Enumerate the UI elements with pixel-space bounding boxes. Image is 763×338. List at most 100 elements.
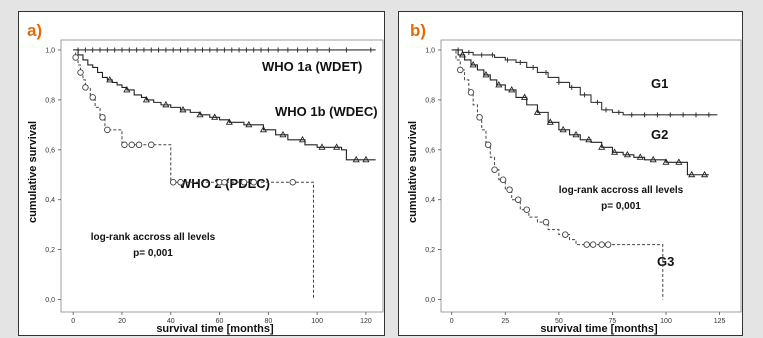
censor-mark-b-2-1 (467, 89, 475, 96)
censor-mark-a-0-13 (170, 47, 176, 53)
censor-mark-b-0-9 (569, 84, 575, 90)
censor-mark-b-2-9 (542, 218, 550, 226)
y-tick-label-b-4: 0,8 (425, 97, 435, 104)
censor-mark-b-0-13 (616, 109, 622, 115)
y-tick-label-a-2: 0,4 (45, 197, 55, 204)
censor-mark-a-0-3 (97, 47, 103, 53)
censor-mark-a-0-18 (207, 47, 213, 53)
censor-mark-b-2-6 (506, 186, 513, 193)
censor-mark-a-0-4 (104, 47, 110, 53)
censor-mark-a-0-22 (236, 47, 242, 53)
censor-mark-a-0-12 (163, 47, 169, 53)
censor-mark-a-2-0 (72, 54, 79, 61)
x-tick-label-b-2: 50 (555, 318, 563, 325)
censor-mark-b-0-16 (654, 112, 660, 118)
censor-mark-a-1-3 (162, 100, 170, 108)
censor-mark-b-1-3 (495, 80, 503, 88)
censor-mark-a-1-14 (352, 155, 360, 163)
censor-mark-b-1-17 (675, 158, 683, 165)
censor-mark-a-1-13 (333, 143, 341, 150)
censor-mark-b-1-2 (482, 71, 490, 78)
series-label-who1b: WHO 1b (WDEC) (275, 104, 378, 119)
censor-mark-b-0-5 (517, 59, 523, 65)
censor-mark-a-2-4 (99, 114, 106, 121)
censor-mark-b-0-4 (504, 57, 510, 63)
censor-mark-a-0-17 (199, 47, 205, 53)
censor-mark-b-1-11 (598, 143, 606, 150)
censor-mark-b-1-5 (521, 93, 529, 100)
censor-mark-a-0-8 (134, 47, 140, 53)
censor-mark-a-1-15 (362, 155, 370, 163)
censor-mark-a-1-7 (225, 118, 233, 125)
y-tick-label-a-3: 0,6 (45, 147, 55, 154)
censor-mark-b-1-10 (585, 135, 593, 143)
panel-label-b: b) (410, 21, 426, 40)
y-tick-label-b-3: 0,6 (425, 147, 435, 154)
censor-mark-b-2-14 (604, 241, 612, 248)
logrank-label-a: log-rank accross all levels (91, 232, 216, 243)
censor-mark-a-1-12 (318, 143, 326, 150)
series-label-who1a: WHO 1a (WDET) (262, 59, 362, 74)
x-tick-label-a-5: 100 (311, 318, 323, 325)
series-label-g1: G1 (651, 76, 668, 91)
censor-mark-b-2-11 (583, 241, 590, 248)
censor-mark-b-1-16 (662, 158, 670, 165)
series-line-b-1 (451, 49, 709, 176)
censor-mark-a-2-5 (104, 126, 111, 134)
censor-mark-a-0-24 (251, 47, 257, 53)
survival-plot-b: b) cumulative survival survival time [mo… (407, 21, 742, 335)
censor-mark-b-2-7 (514, 196, 522, 203)
censor-mark-a-2-6 (121, 141, 128, 149)
censor-mark-b-1-19 (701, 170, 709, 178)
censor-mark-a-0-6 (119, 47, 125, 53)
censor-mark-a-1-11 (298, 135, 307, 143)
x-tick-label-b-3: 75 (609, 318, 617, 325)
y-tick-label-b-1: 0,2 (425, 247, 435, 254)
censor-mark-a-0-28 (285, 47, 291, 53)
censor-mark-b-0-1 (466, 49, 472, 55)
censor-mark-a-0-14 (178, 47, 184, 53)
y-axis-title-b: cumulative survival (407, 121, 419, 223)
censor-mark-b-0-11 (594, 99, 600, 105)
censor-mark-b-0-2 (479, 52, 485, 58)
plot-frame-a (60, 39, 384, 313)
censor-mark-a-2-9 (148, 141, 155, 149)
y-axis-title-a: cumulative survival (27, 121, 39, 223)
censor-mark-b-0-18 (680, 112, 686, 118)
censor-mark-a-0-31 (314, 47, 320, 53)
plot-area-b: 0,0 0,2 0,4 0,6 0,8 1,0 0 25 50 75 100 125 (425, 39, 742, 325)
censor-mark-a-0-32 (326, 47, 332, 53)
censor-mark-a-0-10 (148, 47, 154, 53)
y-tick-label-a-0: 0,0 (45, 297, 55, 304)
series-label-g2: G2 (651, 127, 668, 142)
panel-label-a: a) (27, 21, 42, 40)
censor-mark-b-1-1 (469, 61, 477, 68)
censor-mark-a-1-9 (259, 125, 268, 133)
censor-mark-a-2-8 (135, 141, 143, 149)
censor-mark-a-1-5 (196, 110, 204, 118)
censor-mark-a-0-26 (265, 47, 271, 53)
censor-mark-a-1-8 (245, 120, 253, 128)
censor-mark-a-1-2 (142, 95, 150, 103)
censor-mark-a-0-7 (126, 47, 132, 53)
censor-mark-a-0-33 (343, 47, 349, 53)
censor-mark-a-0-21 (229, 47, 235, 53)
censor-mark-b-1-6 (533, 108, 541, 115)
x-tick-label-b-0: 0 (450, 318, 454, 325)
plot-frame-b (440, 39, 742, 313)
x-tick-label-b-1: 25 (501, 318, 509, 325)
y-tick-label-b-5: 1,0 (425, 47, 435, 54)
censor-mark-a-2-10 (169, 178, 177, 186)
censor-mark-a-2-2 (82, 84, 89, 91)
censor-mark-b-2-10 (562, 231, 569, 238)
censor-mark-b-1-0 (458, 51, 466, 58)
censor-mark-a-0-16 (192, 47, 198, 53)
censor-mark-a-0-27 (275, 47, 281, 53)
censor-mark-b-1-18 (688, 170, 696, 178)
censor-mark-a-1-6 (211, 113, 219, 120)
y-tick-label-a-1: 0,2 (45, 247, 55, 254)
x-tick-label-a-1: 20 (118, 318, 126, 325)
censor-mark-b-0-15 (642, 112, 648, 118)
censor-mark-b-2-13 (598, 241, 605, 248)
pvalue-label-b: p= 0,001 (601, 201, 641, 212)
